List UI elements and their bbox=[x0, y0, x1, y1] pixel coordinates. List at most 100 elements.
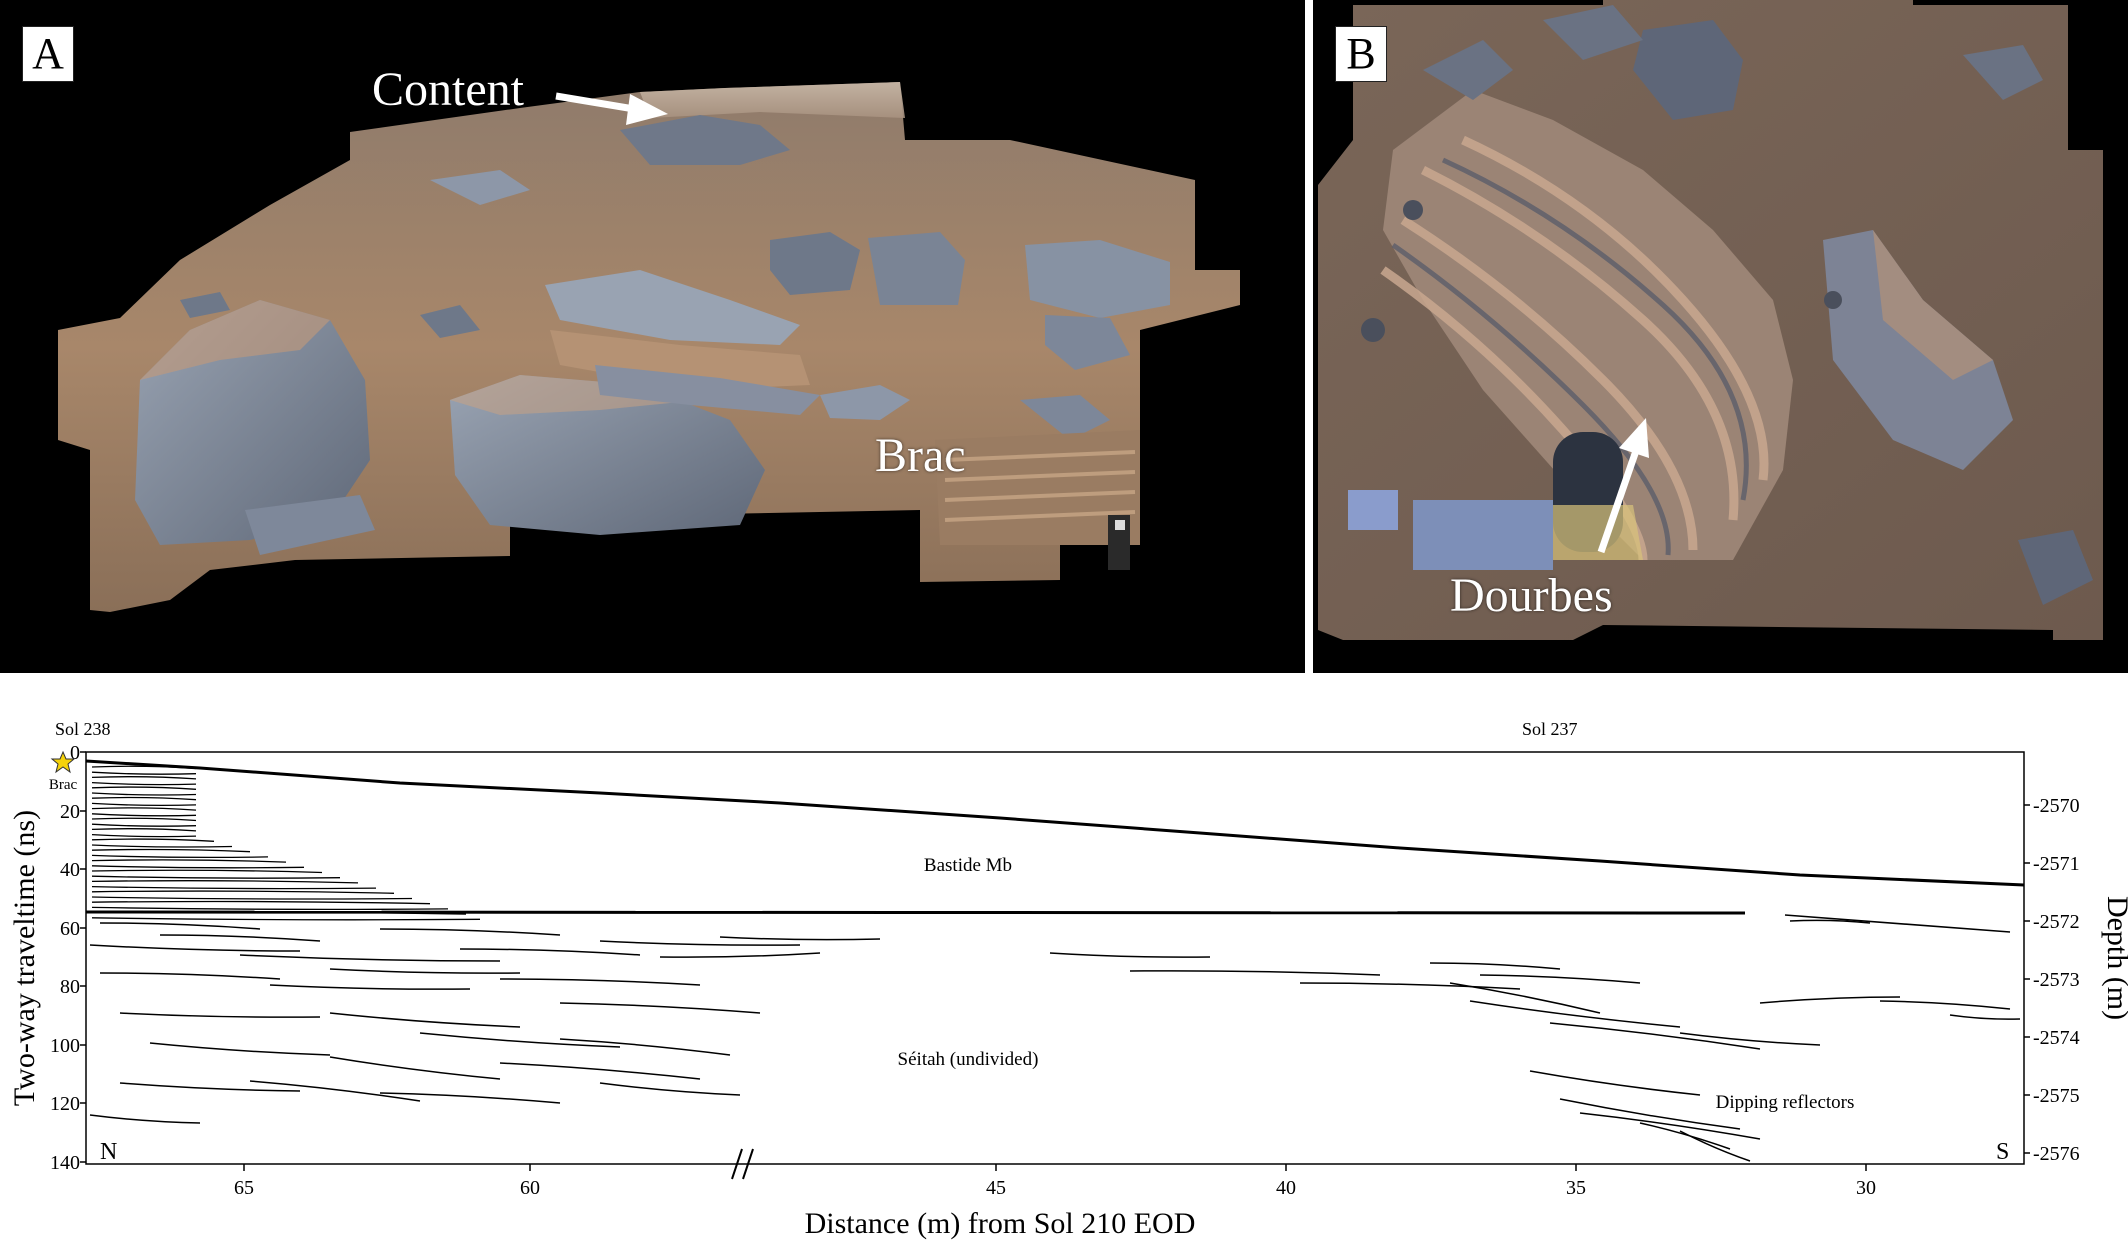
right-axis-title: Depth (m) bbox=[2101, 896, 2128, 1020]
left-tick: 140 bbox=[50, 1152, 80, 1174]
reflector-line bbox=[379, 1092, 561, 1104]
left-tick: 20 bbox=[60, 801, 80, 823]
reflector-line bbox=[719, 936, 881, 941]
reflector-line bbox=[89, 1114, 201, 1124]
right-tick: -2575 bbox=[2033, 1085, 2080, 1107]
panel-b-mosaic bbox=[1318, 0, 2103, 640]
reflector-line bbox=[91, 880, 359, 884]
reflector-line bbox=[91, 917, 481, 921]
reflector-line bbox=[91, 865, 305, 869]
left-tick: 40 bbox=[60, 859, 80, 881]
reflector-line bbox=[1449, 982, 1601, 1014]
reflector-line bbox=[379, 928, 561, 936]
reflector-line bbox=[559, 1038, 731, 1056]
panel-a-photo: A Content Brac bbox=[0, 0, 1305, 673]
reflector-line bbox=[1049, 952, 1211, 958]
rock-field bbox=[135, 115, 1170, 570]
panel-b-photo: B Dourbes bbox=[1313, 0, 2128, 673]
bastide-layering bbox=[91, 765, 481, 921]
right-tick: -2571 bbox=[2033, 853, 2080, 875]
reflector-line bbox=[91, 848, 251, 853]
reflector-line bbox=[91, 828, 197, 832]
reflector-line bbox=[91, 838, 215, 842]
layered-outcrop bbox=[1361, 5, 2093, 605]
bottom-axis: 65 60 45 40 35 30 bbox=[234, 1177, 1876, 1199]
reflector-line bbox=[1469, 1000, 1681, 1028]
reflector-line bbox=[1679, 1032, 1821, 1046]
reflector-line bbox=[329, 1012, 521, 1028]
reflector-line bbox=[499, 978, 701, 986]
bastide-label: Bastide Mb bbox=[924, 855, 1012, 876]
reflector-line bbox=[91, 833, 197, 838]
axis-break bbox=[731, 1148, 754, 1180]
reflector-line bbox=[1679, 1130, 1751, 1162]
reflector-line bbox=[91, 854, 269, 859]
reflector-line bbox=[159, 934, 321, 942]
reflector-line bbox=[91, 771, 197, 775]
reflector-line bbox=[1299, 982, 1521, 990]
dourbes-label: Dourbes bbox=[1450, 569, 1613, 622]
reflector-line bbox=[1579, 1112, 1761, 1140]
left-tick-marks bbox=[80, 751, 86, 1163]
reflector-line bbox=[91, 906, 449, 911]
reflector-line bbox=[1639, 1122, 1731, 1150]
reflector-line bbox=[99, 922, 261, 930]
reflector-line bbox=[91, 813, 197, 817]
reflector-line bbox=[599, 1082, 741, 1096]
reflector-line bbox=[1429, 962, 1561, 970]
reflector-line bbox=[149, 1042, 331, 1056]
brac-star-icon bbox=[50, 750, 76, 774]
reflector-line bbox=[91, 885, 377, 890]
reflector-line bbox=[1879, 1000, 2011, 1010]
dipping-reflectors-label: Dipping reflectors bbox=[1716, 1092, 1855, 1113]
reflector-line bbox=[91, 896, 413, 900]
reflector-line bbox=[91, 802, 197, 807]
bastide-top-contact bbox=[85, 759, 2025, 887]
reflector-line bbox=[91, 786, 197, 790]
reflector-line bbox=[1759, 996, 1901, 1004]
right-tick: -2570 bbox=[2033, 795, 2080, 817]
left-axis-title: Two-way traveltime (ns) bbox=[8, 810, 41, 1106]
plot-frame bbox=[85, 751, 2025, 1165]
bottom-tick-marks bbox=[243, 1164, 1867, 1171]
reflector-line bbox=[91, 911, 467, 915]
left-tick: 100 bbox=[50, 1035, 80, 1057]
content-arrow bbox=[555, 92, 668, 125]
panel-a-mosaic bbox=[58, 82, 1240, 612]
contact-continuation bbox=[1784, 914, 2011, 933]
reflector-line bbox=[91, 875, 341, 879]
north-label: N bbox=[100, 1139, 117, 1165]
brac-label: Brac bbox=[875, 429, 966, 482]
reflector-line bbox=[91, 817, 197, 822]
bottom-tick: 60 bbox=[520, 1177, 540, 1199]
bottom-tick: 65 bbox=[234, 1177, 254, 1199]
reflector-line bbox=[89, 944, 301, 952]
reflector-line bbox=[91, 859, 287, 863]
reflector-line bbox=[419, 1032, 621, 1048]
sol-238-label: Sol 238 bbox=[55, 719, 111, 739]
right-axis: -2570 -2571 -2572 -2573 -2574 -2575 -257… bbox=[2033, 795, 2080, 1165]
right-tick-marks bbox=[2024, 804, 2030, 1154]
dourbes-arrow bbox=[1597, 418, 1649, 554]
bottom-tick: 30 bbox=[1856, 1177, 1876, 1199]
content-label: Content bbox=[372, 63, 524, 116]
reflector-line bbox=[1949, 1014, 2021, 1020]
reflector-line bbox=[1529, 1070, 1701, 1096]
right-tick: -2574 bbox=[2033, 1027, 2080, 1049]
reflector-line bbox=[329, 968, 521, 974]
reflector-line bbox=[459, 948, 641, 956]
right-tick: -2572 bbox=[2033, 911, 2080, 933]
south-label: S bbox=[1996, 1139, 2009, 1165]
left-tick: 60 bbox=[60, 918, 80, 940]
reflector-line bbox=[99, 972, 281, 980]
distant-horizon bbox=[640, 82, 905, 118]
reflector-line bbox=[239, 954, 501, 962]
reflector-line bbox=[1789, 919, 1871, 924]
reflector-line bbox=[91, 900, 431, 905]
reflector-line bbox=[91, 776, 197, 780]
left-tick: 80 bbox=[60, 976, 80, 998]
reflector-line bbox=[91, 796, 197, 801]
radargram-interpretation: Sol 238 Sol 237 0 20 40 60 80 100 120 14… bbox=[8, 719, 2128, 1240]
sol-237-label: Sol 237 bbox=[1522, 719, 1578, 739]
reflector-line bbox=[559, 1002, 761, 1014]
